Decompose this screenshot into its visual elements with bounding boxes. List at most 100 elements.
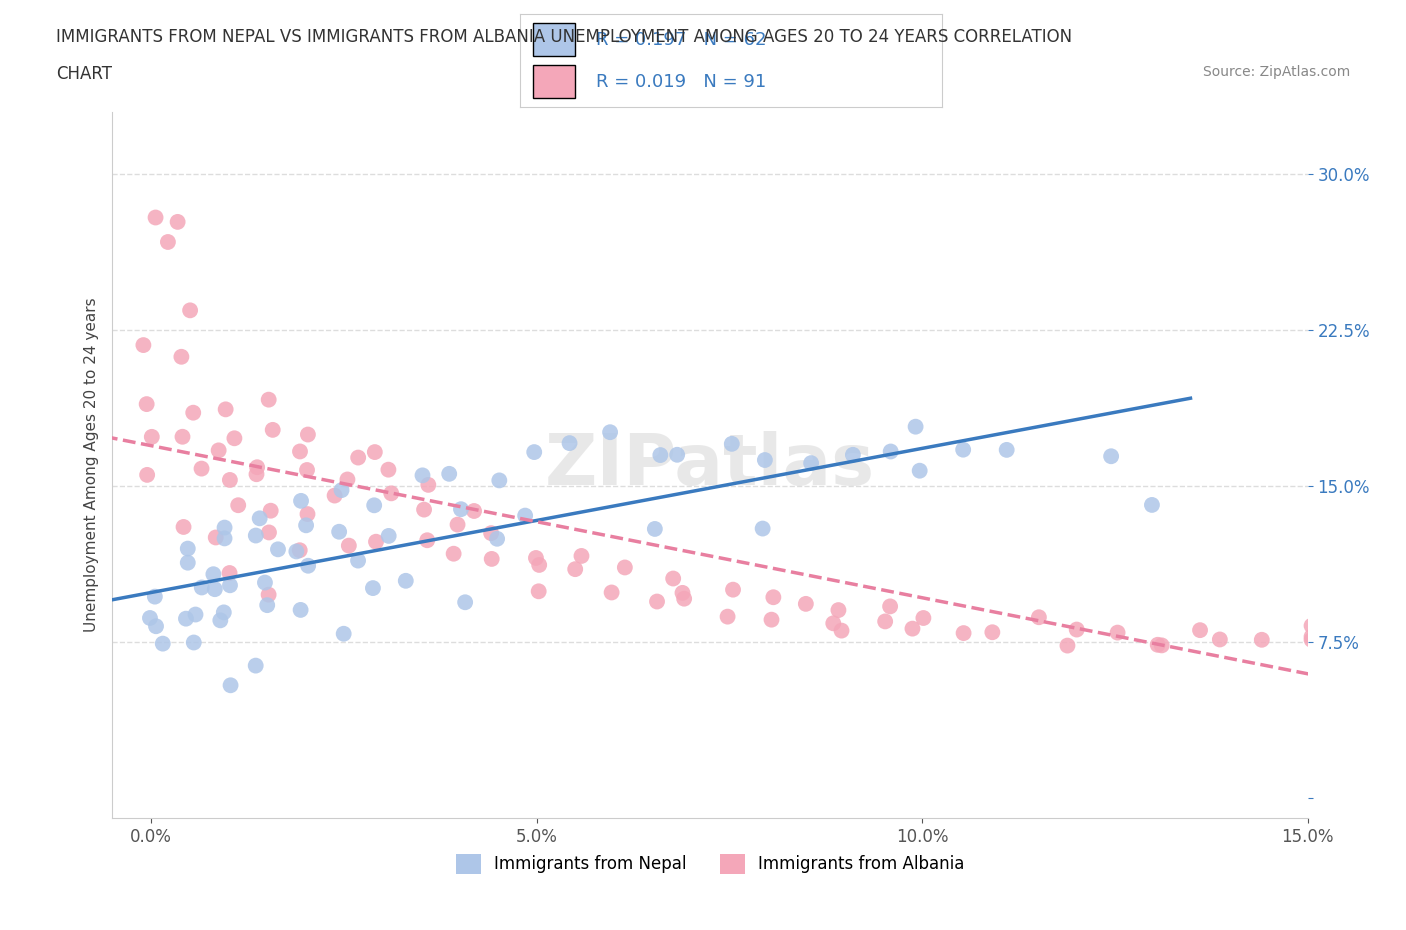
Point [219, 578, 242, 592]
Point [323, 488, 346, 503]
Point [224, 431, 246, 445]
Point [1189, 623, 1212, 638]
Point [183, 635, 205, 650]
Point [364, 534, 387, 549]
Text: R = 0.197   N = 62: R = 0.197 N = 62 [596, 31, 766, 49]
Text: CHART: CHART [56, 65, 112, 83]
Point [827, 603, 849, 618]
Point [908, 463, 931, 478]
Point [600, 585, 623, 600]
Point [446, 517, 468, 532]
Point [952, 626, 974, 641]
Point [257, 525, 280, 540]
Point [172, 430, 194, 445]
Point [245, 528, 267, 543]
Point [437, 466, 460, 481]
Point [716, 609, 738, 624]
Point [166, 215, 188, 230]
Point [257, 392, 280, 407]
Point [454, 595, 477, 610]
Point [488, 473, 510, 488]
Point [412, 468, 434, 483]
Point [245, 658, 267, 673]
Point [1250, 632, 1272, 647]
Point [173, 520, 195, 535]
Point [666, 447, 689, 462]
Point [527, 584, 550, 599]
Point [181, 405, 204, 420]
Point [720, 436, 742, 451]
Text: Source: ZipAtlas.com: Source: ZipAtlas.com [1202, 65, 1350, 79]
Point [219, 472, 242, 487]
Point [245, 467, 267, 482]
Point [904, 419, 927, 434]
Point [297, 427, 319, 442]
Point [347, 553, 370, 568]
Point [875, 614, 897, 629]
Legend: Immigrants from Nepal, Immigrants from Albania: Immigrants from Nepal, Immigrants from A… [449, 847, 972, 881]
Point [135, 397, 157, 412]
Point [479, 525, 502, 540]
Point [179, 303, 201, 318]
Point [1209, 632, 1232, 647]
FancyBboxPatch shape [533, 65, 575, 98]
Point [246, 459, 269, 474]
Point [177, 555, 200, 570]
Point [209, 613, 232, 628]
Point [288, 543, 311, 558]
Point [184, 607, 207, 622]
Point [644, 522, 666, 537]
Point [1301, 630, 1323, 644]
Point [214, 520, 236, 535]
Point [363, 498, 385, 512]
Point [143, 590, 166, 604]
Point [751, 521, 773, 536]
Point [190, 580, 212, 595]
Point [262, 422, 284, 437]
FancyBboxPatch shape [533, 23, 575, 56]
Point [395, 574, 418, 589]
Point [842, 447, 865, 462]
Point [219, 678, 242, 693]
Point [290, 494, 312, 509]
Point [202, 566, 225, 581]
Point [1028, 610, 1050, 625]
Point [571, 549, 593, 564]
Point [463, 503, 485, 518]
Point [190, 461, 212, 476]
Point [879, 599, 901, 614]
Text: IMMIGRANTS FROM NEPAL VS IMMIGRANTS FROM ALBANIA UNEMPLOYMENT AMONG AGES 20 TO 2: IMMIGRANTS FROM NEPAL VS IMMIGRANTS FROM… [56, 28, 1073, 46]
Point [170, 350, 193, 365]
Point [204, 582, 226, 597]
Point [288, 444, 311, 458]
Point [673, 591, 696, 606]
Point [1107, 625, 1129, 640]
Point [1382, 631, 1405, 646]
Point [879, 444, 901, 458]
Point [416, 533, 439, 548]
Point [214, 402, 236, 417]
Point [662, 571, 685, 586]
Point [831, 623, 853, 638]
Point [1150, 638, 1173, 653]
Point [1326, 624, 1348, 639]
Point [141, 430, 163, 445]
Point [645, 594, 668, 609]
Point [145, 618, 167, 633]
Point [174, 611, 197, 626]
Point [481, 551, 503, 566]
Point [347, 450, 370, 465]
Point [212, 604, 235, 619]
Point [443, 546, 465, 561]
Point [515, 508, 537, 523]
Point [1066, 622, 1088, 637]
Point [1056, 638, 1078, 653]
Point [613, 560, 636, 575]
Point [218, 565, 240, 580]
Point [332, 626, 354, 641]
Point [800, 456, 823, 471]
Point [177, 541, 200, 556]
Point [981, 625, 1004, 640]
Point [253, 575, 276, 590]
Point [336, 472, 359, 487]
